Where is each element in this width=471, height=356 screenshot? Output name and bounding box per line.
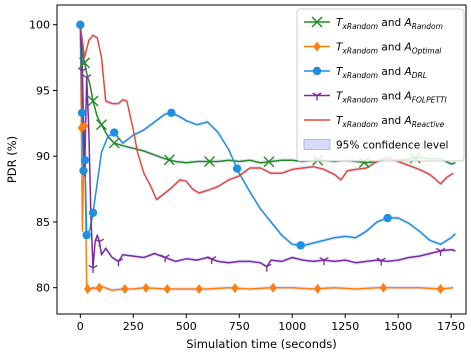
data-point (231, 283, 239, 294)
data-point (263, 156, 275, 168)
data-point (232, 164, 242, 173)
data-point (76, 20, 85, 29)
data-point (296, 241, 305, 250)
data-point (312, 92, 322, 101)
data-point (383, 213, 392, 223)
legend-label: TxRandom and ARandom (336, 17, 443, 31)
data-point (77, 108, 87, 118)
data-point (83, 284, 92, 295)
y-tick-label: 95 (36, 84, 50, 97)
data-point (80, 120, 89, 131)
data-point (110, 128, 119, 137)
data-point (113, 258, 124, 267)
series-line-folpetti (79, 24, 456, 269)
data-point (94, 238, 105, 247)
x-tick-label: 1250 (331, 320, 359, 333)
legend-box (296, 8, 465, 162)
x-tick-label: 1000 (278, 320, 306, 333)
data-point (379, 282, 388, 293)
y-tick-label: 85 (36, 216, 50, 229)
x-tick-label: 1500 (384, 320, 412, 333)
x-tick-label: 750 (229, 320, 250, 333)
data-point (79, 166, 88, 175)
legend-label: TxRandom and AReactive (336, 115, 445, 129)
data-point (108, 137, 120, 149)
legend-label: TxRandom and AOptimal (336, 42, 442, 56)
data-point (87, 95, 99, 107)
data-point (121, 284, 129, 295)
data-point (311, 16, 323, 28)
y-tick-label: 100 (29, 19, 50, 32)
legend-band-swatch (303, 139, 331, 150)
data-point (313, 41, 321, 52)
data-point (435, 247, 446, 256)
data-point (313, 283, 322, 294)
data-point (376, 257, 386, 266)
data-point (269, 282, 277, 293)
plot-frame (56, 4, 467, 315)
x-tick-label: 1750 (437, 320, 465, 333)
x-tick-label: 0 (77, 320, 84, 333)
y-tick-label: 90 (36, 150, 50, 163)
legend-label: TxRandom and AFOLPETTI (336, 91, 448, 105)
data-point (81, 74, 92, 83)
data-point (312, 66, 322, 76)
data-point (262, 263, 272, 272)
data-point (142, 282, 150, 293)
data-point (163, 154, 175, 166)
data-point (436, 284, 445, 295)
data-point (88, 264, 98, 273)
x-axis-label: Simulation time (seconds) (186, 337, 337, 351)
data-point (195, 284, 203, 295)
data-point (207, 255, 217, 265)
data-point (95, 282, 104, 293)
y-axis-ticks: 80 85 90 95 100 (29, 19, 57, 295)
data-point (160, 254, 170, 263)
data-point (163, 284, 171, 295)
data-point (204, 155, 216, 167)
legend-label: TxRandom and ADRL (336, 66, 427, 80)
data-point (88, 208, 98, 217)
x-axis-ticks: 0 250 500 750 1000 1250 1500 1750 (77, 314, 465, 333)
legend-label: 95% confidence level (336, 140, 448, 152)
y-tick-label: 80 (36, 282, 50, 295)
x-tick-label: 250 (123, 320, 144, 333)
data-point (167, 108, 176, 118)
x-tick-label: 500 (176, 320, 197, 333)
data-point (82, 230, 91, 240)
data-point (79, 57, 91, 69)
data-point (80, 155, 90, 165)
data-point (319, 257, 329, 266)
data-point (96, 119, 107, 131)
y-axis-label: PDR (%) (5, 136, 19, 183)
legend: TxRandom and ARandom TxRandom and AOptima… (296, 8, 465, 162)
